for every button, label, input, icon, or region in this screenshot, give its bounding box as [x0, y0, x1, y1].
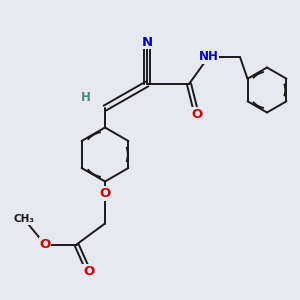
- Text: N: N: [141, 35, 153, 49]
- Text: O: O: [191, 107, 202, 121]
- Text: O: O: [39, 238, 51, 251]
- Text: NH: NH: [199, 50, 218, 64]
- Text: CH₃: CH₃: [14, 214, 34, 224]
- Text: O: O: [99, 187, 111, 200]
- Text: O: O: [83, 265, 94, 278]
- Text: H: H: [81, 91, 90, 104]
